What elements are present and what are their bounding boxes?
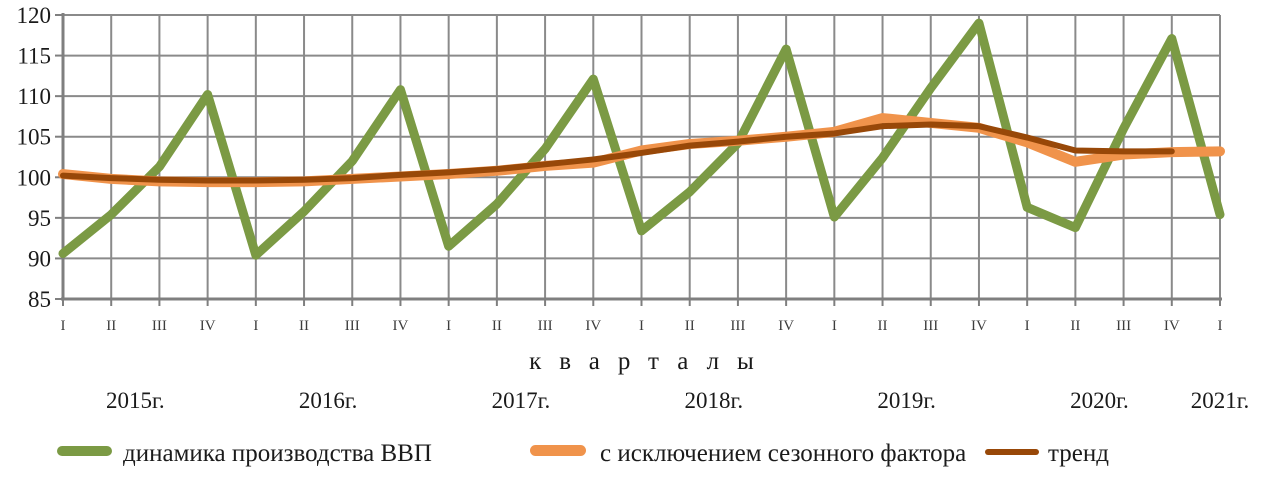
quarter-tick-label: III — [345, 318, 360, 334]
quarter-tick-label: IV — [393, 318, 409, 334]
quarter-tick-label: II — [878, 318, 888, 334]
quarter-tick-label: IV — [200, 318, 216, 334]
y-axis-tick-label: 90 — [28, 246, 51, 271]
x-axis-title: кварталы — [529, 348, 772, 375]
quarter-tick-label: II — [492, 318, 502, 334]
y-axis-tick-label: 105 — [17, 125, 52, 150]
y-axis-tick-label: 95 — [28, 206, 51, 231]
year-label: 2016г. — [299, 388, 358, 413]
y-axis-tick-label: 110 — [17, 84, 51, 109]
y-axis-tick-label: 120 — [17, 3, 52, 28]
quarter-tick-label: II — [299, 318, 309, 334]
quarter-tick-label: III — [923, 318, 938, 334]
quarter-tick-label: III — [730, 318, 745, 334]
legend-label-trend: тренд — [1048, 440, 1109, 467]
quarter-tick-label: II — [1070, 318, 1080, 334]
legend-label-seasonally-adjusted: с исключением сезонного фактора — [600, 440, 967, 467]
quarter-tick-label: I — [1025, 318, 1030, 334]
year-label: 2021г. — [1191, 388, 1250, 413]
quarter-tick-label: I — [446, 318, 451, 334]
series-line-0 — [58, 18, 1225, 260]
trend-line-swatch — [985, 449, 1039, 455]
year-label: 2015г. — [106, 388, 165, 413]
series-line-2 — [60, 121, 1175, 184]
quarter-tick-label: II — [106, 318, 116, 334]
quarter-tick-label: I — [61, 318, 66, 334]
quarter-tick-label: III — [538, 318, 553, 334]
quarter-tick-label: I — [832, 318, 837, 334]
year-label: 2018г. — [685, 388, 744, 413]
y-axis-tick-label: 100 — [17, 165, 52, 190]
quarter-tick-label: I — [253, 318, 258, 334]
quarter-tick-label: IV — [585, 318, 601, 334]
quarter-tick-label: IV — [778, 318, 794, 334]
quarter-tick-label: III — [152, 318, 167, 334]
y-axis-tick-label: 115 — [17, 44, 51, 69]
year-label: 2019г. — [877, 388, 936, 413]
quarter-tick-label: I — [1218, 318, 1223, 334]
legend-label-gdp-dynamics: динамика производства ВВП — [123, 440, 432, 467]
quarter-tick-label: IV — [971, 318, 987, 334]
year-label: 2020г. — [1070, 388, 1129, 413]
quarter-tick-label: III — [1116, 318, 1131, 334]
quarter-tick-label: I — [639, 318, 644, 334]
year-label: 2017г. — [492, 388, 551, 413]
quarter-tick-label: IV — [1164, 318, 1180, 334]
y-axis-tick-label: 85 — [28, 287, 51, 312]
seasonally-adjusted-line-swatch — [530, 445, 586, 456]
quarter-tick-label: II — [685, 318, 695, 334]
gdp-dynamics-line-swatch — [57, 446, 112, 456]
